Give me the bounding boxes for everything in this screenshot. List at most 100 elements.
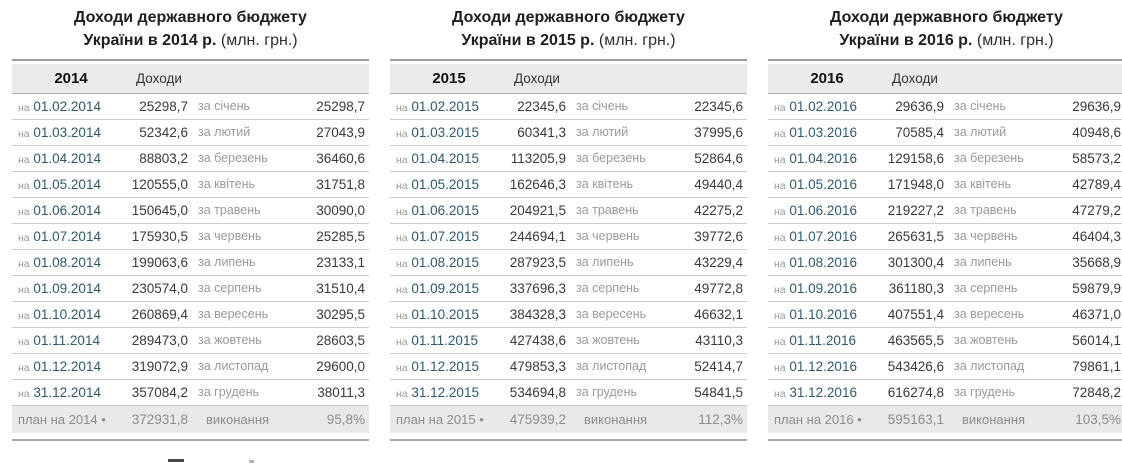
date-cell: на 01.12.2016 — [768, 353, 886, 380]
monthly-value: 31751,8 — [297, 171, 369, 198]
month-label: за червень — [192, 223, 297, 250]
monthly-value: 56014,1 — [1053, 327, 1122, 354]
table-bottom-border — [390, 439, 747, 441]
income-header: Доходи — [886, 64, 1122, 94]
execution-label: виконання — [192, 405, 297, 433]
date-prefix: на — [396, 309, 408, 322]
table-row: на 01.06.2015 204921,5 за травень 42275,2 — [390, 197, 747, 224]
date-link[interactable]: 31.12.2016 — [785, 384, 857, 400]
date-prefix: на — [774, 127, 786, 140]
date-link[interactable]: 01.02.2016 — [785, 98, 857, 114]
table-row: на 01.03.2015 60341,3 за лютий 37995,6 — [390, 119, 747, 146]
date-link[interactable]: 01.07.2015 — [407, 228, 479, 244]
date-link[interactable]: 01.06.2014 — [29, 202, 101, 218]
date-link[interactable]: 01.11.2016 — [785, 332, 856, 348]
monthly-value: 43110,3 — [675, 327, 747, 354]
table-row: на 01.04.2014 88803,2 за березень 36460,6 — [12, 145, 369, 172]
year-header: 2016 — [768, 64, 886, 94]
cumulative-value: 463565,5 — [886, 327, 948, 354]
date-link[interactable]: 01.09.2015 — [407, 280, 479, 296]
date-prefix: на — [18, 153, 30, 166]
date-link[interactable]: 01.10.2014 — [29, 306, 101, 322]
date-cell: на 01.06.2015 — [390, 197, 508, 224]
date-link[interactable]: 01.04.2015 — [407, 150, 479, 166]
monthly-value: 25298,7 — [297, 93, 369, 120]
date-link[interactable]: 01.11.2014 — [29, 332, 100, 348]
date-link[interactable]: 31.12.2014 — [29, 384, 101, 400]
date-prefix: на — [396, 257, 408, 270]
date-link[interactable]: 01.12.2016 — [785, 358, 857, 374]
date-link[interactable]: 01.05.2014 — [29, 176, 101, 192]
table-row: на 01.12.2015 479853,3 за листопад 52414,7 — [390, 353, 747, 380]
cumulative-value: 29636,9 — [886, 93, 948, 120]
table-row: на 01.07.2014 175930,5 за червень 25285,5 — [12, 223, 369, 250]
date-prefix: на — [18, 283, 30, 296]
date-link[interactable]: 01.12.2015 — [407, 358, 479, 374]
date-cell: на 31.12.2014 — [12, 379, 130, 406]
date-cell: на 01.09.2016 — [768, 275, 886, 302]
month-label: за травень — [192, 197, 297, 224]
date-link[interactable]: 31.12.2015 — [407, 384, 479, 400]
title-line2: України в 2015 р. — [461, 32, 595, 49]
date-prefix: на — [396, 179, 408, 192]
cumulative-value: 88803,2 — [130, 145, 192, 172]
month-label: за квітень — [570, 171, 675, 198]
date-cell: на 01.10.2014 — [12, 301, 130, 328]
title-line2: України в 2016 р. — [839, 32, 973, 49]
date-link[interactable]: 01.03.2014 — [29, 124, 101, 140]
date-link[interactable]: 01.02.2014 — [29, 98, 101, 114]
monthly-value: 42789,4 — [1053, 171, 1122, 198]
monthly-value: 46371,0 — [1053, 301, 1122, 328]
date-link[interactable]: 01.03.2015 — [407, 124, 479, 140]
cumulative-value: 543426,6 — [886, 353, 948, 380]
date-link[interactable]: 01.05.2016 — [785, 176, 857, 192]
date-link[interactable]: 01.09.2016 — [785, 280, 857, 296]
plan-footer-row: план на 2014 • 372931,8 виконання 95,8% — [12, 405, 369, 433]
date-prefix: на — [774, 257, 786, 270]
date-link[interactable]: 01.02.2015 — [407, 98, 479, 114]
date-link[interactable]: 01.04.2014 — [29, 150, 101, 166]
budget-table-2016: Доходи державного бюджету України в 2016… — [768, 5, 1122, 441]
date-link[interactable]: 01.07.2014 — [29, 228, 101, 244]
date-link[interactable]: 01.07.2016 — [785, 228, 857, 244]
date-cell: на 01.05.2014 — [12, 171, 130, 198]
date-link[interactable]: 01.10.2015 — [407, 306, 479, 322]
monthly-value: 49772,8 — [675, 275, 747, 302]
table-row: на 01.08.2014 199063,6 за липень 23133,1 — [12, 249, 369, 276]
date-prefix: на — [774, 283, 786, 296]
date-cell: на 01.08.2014 — [12, 249, 130, 276]
date-cell: на 01.07.2015 — [390, 223, 508, 250]
execution-value: 112,3% — [675, 405, 747, 433]
month-label: за січень — [192, 93, 297, 120]
date-link[interactable]: 01.03.2016 — [785, 124, 857, 140]
date-link[interactable]: 01.06.2015 — [407, 202, 479, 218]
monthly-value: 49440,4 — [675, 171, 747, 198]
monthly-value: 36460,6 — [297, 145, 369, 172]
date-prefix: на — [396, 153, 408, 166]
date-link[interactable]: 01.05.2015 — [407, 176, 479, 192]
plan-value: 372931,8 — [130, 405, 192, 433]
cutoff-text-fragment — [249, 460, 254, 463]
cumulative-value: 301300,4 — [886, 249, 948, 276]
date-prefix: на — [774, 309, 786, 322]
table-title-2014: Доходи державного бюджету України в 2014… — [12, 6, 369, 52]
date-link[interactable]: 01.06.2016 — [785, 202, 857, 218]
plan-value: 475939,2 — [508, 405, 570, 433]
table-row: на 01.05.2014 120555,0 за квітень 31751,8 — [12, 171, 369, 198]
table-top-border — [12, 59, 369, 61]
date-link[interactable]: 01.08.2016 — [785, 254, 857, 270]
date-link[interactable]: 01.04.2016 — [785, 150, 857, 166]
date-link[interactable]: 01.09.2014 — [29, 280, 101, 296]
cumulative-value: 219227,2 — [886, 197, 948, 224]
date-link[interactable]: 01.08.2015 — [407, 254, 479, 270]
table-row: на 31.12.2015 534694,8 за грудень 54841,5 — [390, 379, 747, 406]
date-link[interactable]: 01.10.2016 — [785, 306, 857, 322]
cumulative-value: 319072,9 — [130, 353, 192, 380]
date-link[interactable]: 01.08.2014 — [29, 254, 101, 270]
plan-label: план на 2015 • — [390, 405, 508, 433]
date-link[interactable]: 01.12.2014 — [29, 358, 101, 374]
month-label: за березень — [948, 145, 1053, 172]
date-link[interactable]: 01.11.2015 — [407, 332, 478, 348]
table-row: на 01.11.2014 289473,0 за жовтень 28603,5 — [12, 327, 369, 354]
month-label: за березень — [192, 145, 297, 172]
